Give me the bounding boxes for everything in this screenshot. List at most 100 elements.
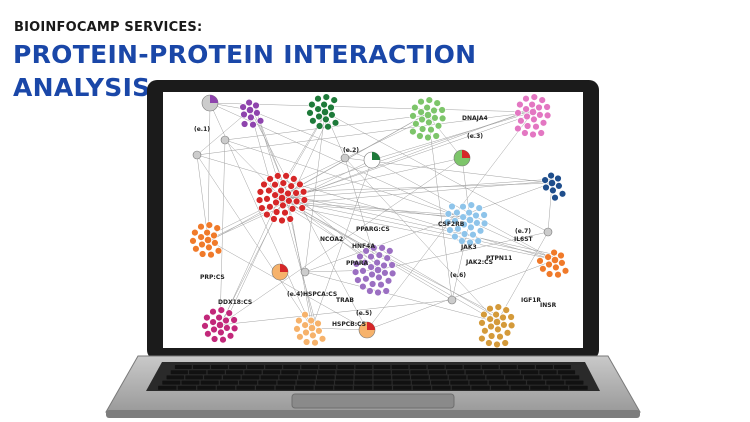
network-node <box>558 259 566 267</box>
network-node <box>288 205 297 213</box>
network-edge <box>287 200 381 271</box>
keyboard-key <box>391 370 410 375</box>
network-node <box>324 122 332 131</box>
network-node <box>552 263 560 272</box>
network-edge <box>290 203 475 219</box>
network-node <box>431 114 439 122</box>
network-node <box>252 101 260 110</box>
keyboard-key <box>335 380 354 385</box>
network-node <box>315 112 323 121</box>
pie-node-slice <box>372 152 380 160</box>
network-node <box>539 119 548 127</box>
network-edge <box>281 157 463 199</box>
network-node <box>320 100 328 109</box>
network-node <box>255 196 264 204</box>
network-node <box>432 132 440 140</box>
keyboard-key <box>241 375 260 380</box>
label-ncoa2: NCOA2 <box>320 236 343 243</box>
network-edge <box>196 109 251 156</box>
network-node <box>330 96 338 104</box>
network-node <box>296 180 304 189</box>
keyboard-key <box>260 375 279 380</box>
network-node <box>544 253 552 261</box>
network-edge <box>275 114 435 193</box>
network-node <box>300 196 309 204</box>
network-node <box>466 216 474 224</box>
label-ptpn11: PTPN11 <box>486 255 512 262</box>
keyboard-key <box>488 380 507 385</box>
network-node <box>223 324 231 332</box>
network-node <box>274 172 282 180</box>
network-node <box>532 122 540 131</box>
network-node <box>475 204 483 212</box>
network-node <box>494 325 502 334</box>
network-edge <box>209 102 534 113</box>
network-node <box>541 176 549 184</box>
network-edge <box>275 200 471 217</box>
network-node <box>459 213 467 221</box>
network-node <box>359 282 367 291</box>
network-node <box>382 287 390 295</box>
network-node <box>467 223 475 232</box>
network-node <box>215 313 223 322</box>
network-edge <box>344 157 498 323</box>
keyboard-key <box>162 380 181 385</box>
network-node <box>240 120 249 128</box>
services-kicker: BIOINFOCAMP SERVICES: <box>14 20 203 35</box>
network-node <box>500 321 508 329</box>
label-hspcb: HSPCB:CS <box>332 321 366 328</box>
network-node <box>286 215 294 223</box>
network-node <box>302 328 310 337</box>
keyboard-key <box>447 370 465 375</box>
network-clusters <box>189 93 570 348</box>
keyboard-key <box>517 365 535 369</box>
network-node <box>197 233 205 241</box>
label-prp: PRP:CS <box>200 274 225 281</box>
keyboard-key <box>299 370 317 375</box>
network-node <box>213 224 221 232</box>
network-node <box>327 103 335 112</box>
network-node <box>480 211 488 219</box>
network-node <box>444 210 453 218</box>
label-ppara: PPARA <box>346 260 369 267</box>
network-node <box>554 271 562 279</box>
keyboard-key <box>193 365 210 369</box>
label-jak2: JAK2:CS <box>465 259 493 266</box>
network-edge <box>275 197 560 259</box>
network-node <box>203 228 211 237</box>
label-dnaja4: DNAJA4 <box>462 115 488 122</box>
network-node <box>554 174 562 183</box>
network-node <box>522 105 530 113</box>
network-node <box>308 100 316 109</box>
keyboard-key <box>189 370 207 375</box>
keyboard-key <box>314 385 334 390</box>
network-node <box>466 238 474 247</box>
keyboard-key <box>527 380 546 385</box>
network-node <box>300 267 310 277</box>
page-title: PROTEIN-PROTEIN INTERACTION ANALYSIS <box>13 38 476 104</box>
network-edge <box>219 139 226 326</box>
network-node <box>493 340 501 348</box>
keyboard-key <box>373 380 392 385</box>
keyboard-key <box>256 385 275 390</box>
network-node <box>555 182 563 190</box>
network-node <box>225 309 233 317</box>
network-node <box>352 260 361 268</box>
laptop-screen <box>163 92 583 348</box>
keyboard-key <box>315 380 334 385</box>
keyboard-key <box>236 385 255 390</box>
label-e5: (e.5) <box>356 310 372 317</box>
keyboard-key <box>207 370 225 375</box>
network-node <box>434 122 443 130</box>
network-node <box>351 268 360 276</box>
label-ddx18: DDX18:CS <box>218 299 252 306</box>
keyboard-key <box>229 365 246 369</box>
network-node <box>270 215 278 223</box>
label-csf2rb: CSF2RB <box>438 221 465 228</box>
network-node <box>189 237 197 245</box>
network-node <box>278 216 286 225</box>
network-node <box>535 103 543 112</box>
network-node <box>377 281 385 289</box>
network-node <box>545 260 553 269</box>
ppi-network: DNAJA4 (e.1) (e.2) (e.3) CSF2RB PPARG:CS… <box>189 93 570 348</box>
